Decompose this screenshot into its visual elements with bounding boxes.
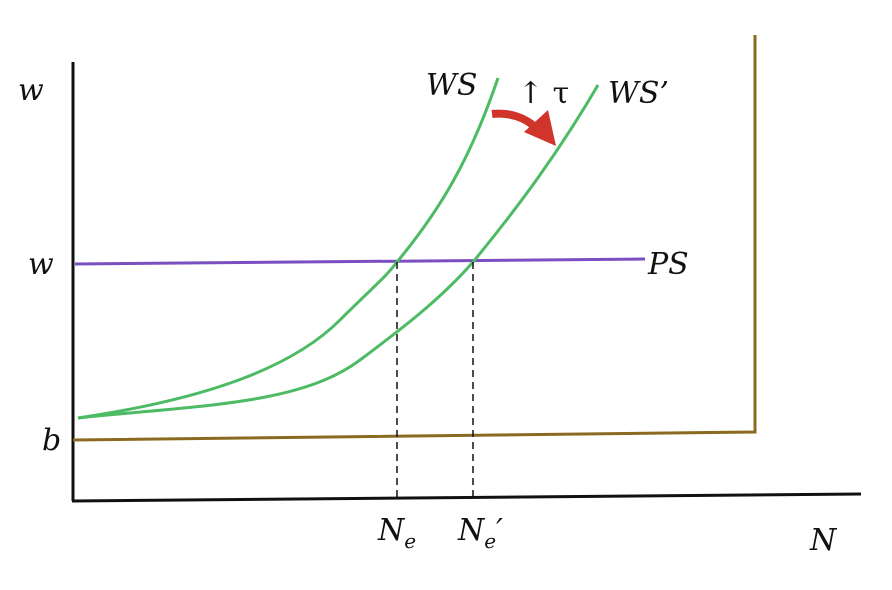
y-axis-label: w (18, 73, 44, 108)
shift-cause-label: ↑ τ (518, 76, 569, 111)
ws-prime-curve (77, 84, 600, 420)
ne-prime-label: Ne′ (457, 513, 503, 553)
benefit-label: b (42, 423, 61, 458)
ps-label: PS (647, 247, 689, 282)
ws-curve (77, 77, 500, 420)
ws-label: WS (426, 68, 477, 103)
ne-label: Ne (377, 513, 416, 553)
shift-arrow (491, 109, 556, 146)
x-axis (71, 492, 862, 503)
labor-force-line (72, 35, 757, 442)
ps-line (74, 257, 646, 266)
ws-prime-label: WS’ (608, 76, 669, 111)
wage-level-label: w (28, 247, 54, 282)
x-axis-label: N (809, 523, 838, 558)
